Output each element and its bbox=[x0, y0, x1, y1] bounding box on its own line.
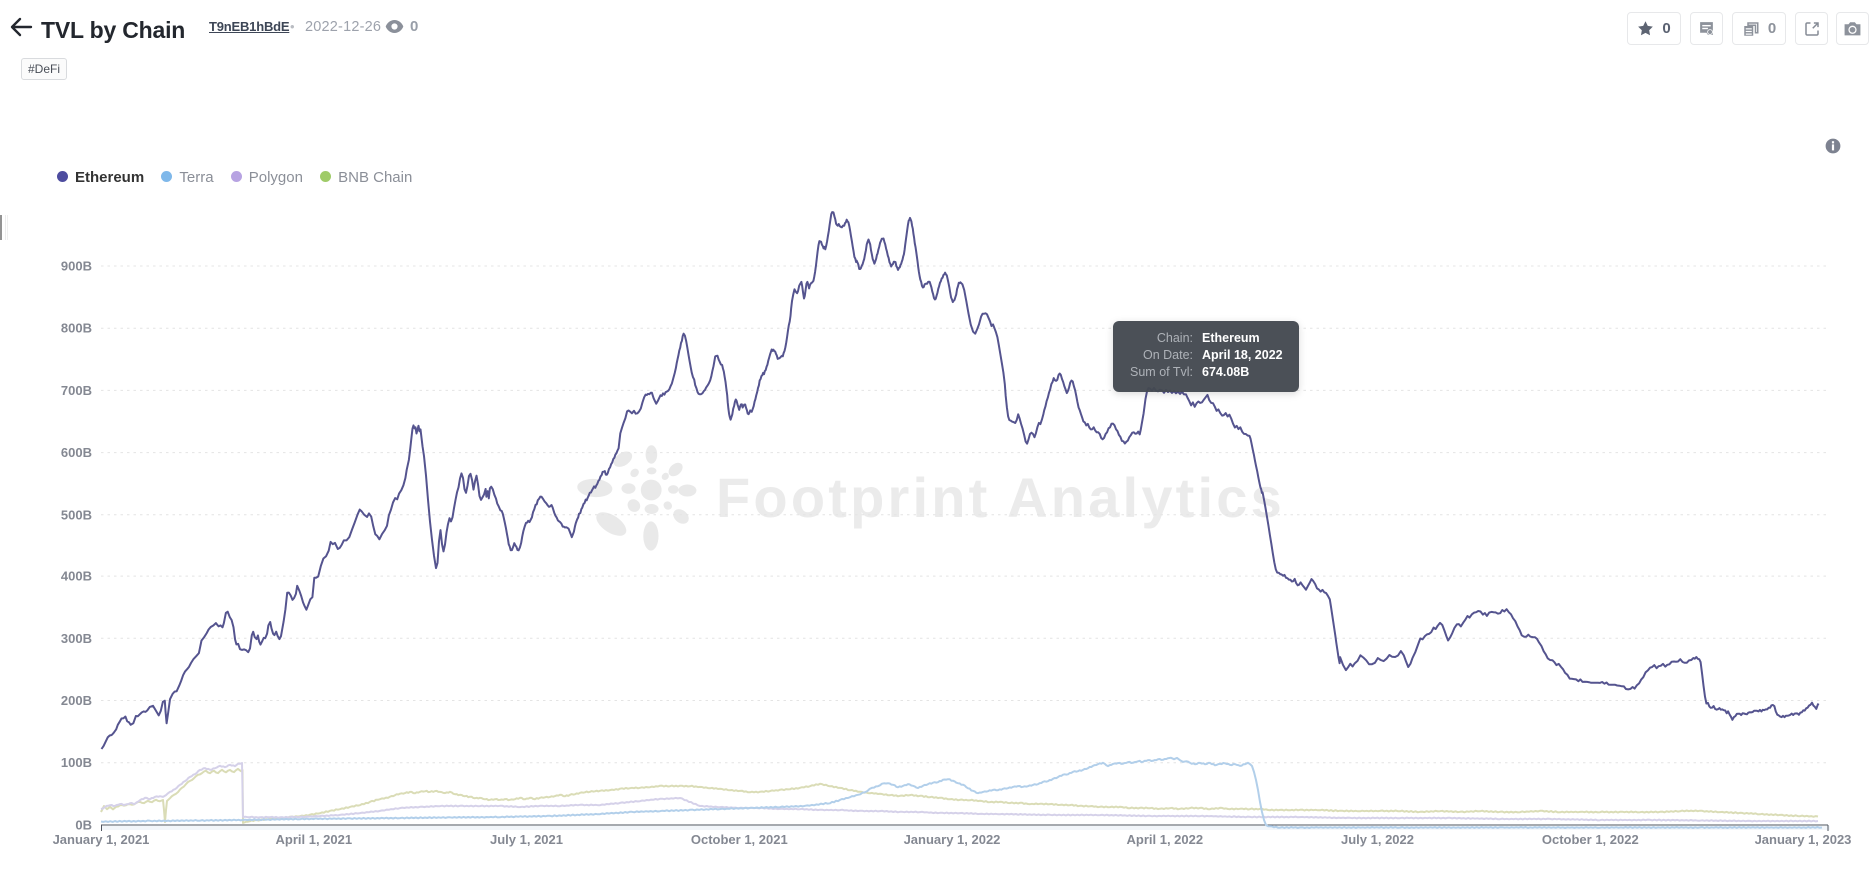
svg-text:Footprint Analytics: Footprint Analytics bbox=[716, 466, 1285, 529]
svg-text:April 1, 2022: April 1, 2022 bbox=[1126, 832, 1203, 847]
svg-text:200B: 200B bbox=[61, 693, 92, 708]
svg-text:500B: 500B bbox=[61, 507, 92, 522]
svg-text:800B: 800B bbox=[61, 321, 92, 336]
svg-text:October 1, 2021: October 1, 2021 bbox=[691, 832, 788, 847]
svg-text:400B: 400B bbox=[61, 569, 92, 584]
svg-text:July 1, 2021: July 1, 2021 bbox=[490, 832, 563, 847]
svg-text:600B: 600B bbox=[61, 445, 92, 460]
svg-text:700B: 700B bbox=[61, 383, 92, 398]
svg-text:January 1, 2022: January 1, 2022 bbox=[904, 832, 1001, 847]
svg-text:July 1, 2022: July 1, 2022 bbox=[1341, 832, 1414, 847]
svg-text:300B: 300B bbox=[61, 631, 92, 646]
svg-text:January 1, 2021: January 1, 2021 bbox=[53, 832, 150, 847]
svg-text:900B: 900B bbox=[61, 259, 92, 274]
svg-text:April 1, 2021: April 1, 2021 bbox=[275, 832, 352, 847]
svg-text:October 1, 2022: October 1, 2022 bbox=[1542, 832, 1639, 847]
svg-text:100B: 100B bbox=[61, 755, 92, 770]
svg-text:January 1, 2023: January 1, 2023 bbox=[1755, 832, 1852, 847]
svg-text:0B: 0B bbox=[75, 817, 92, 832]
